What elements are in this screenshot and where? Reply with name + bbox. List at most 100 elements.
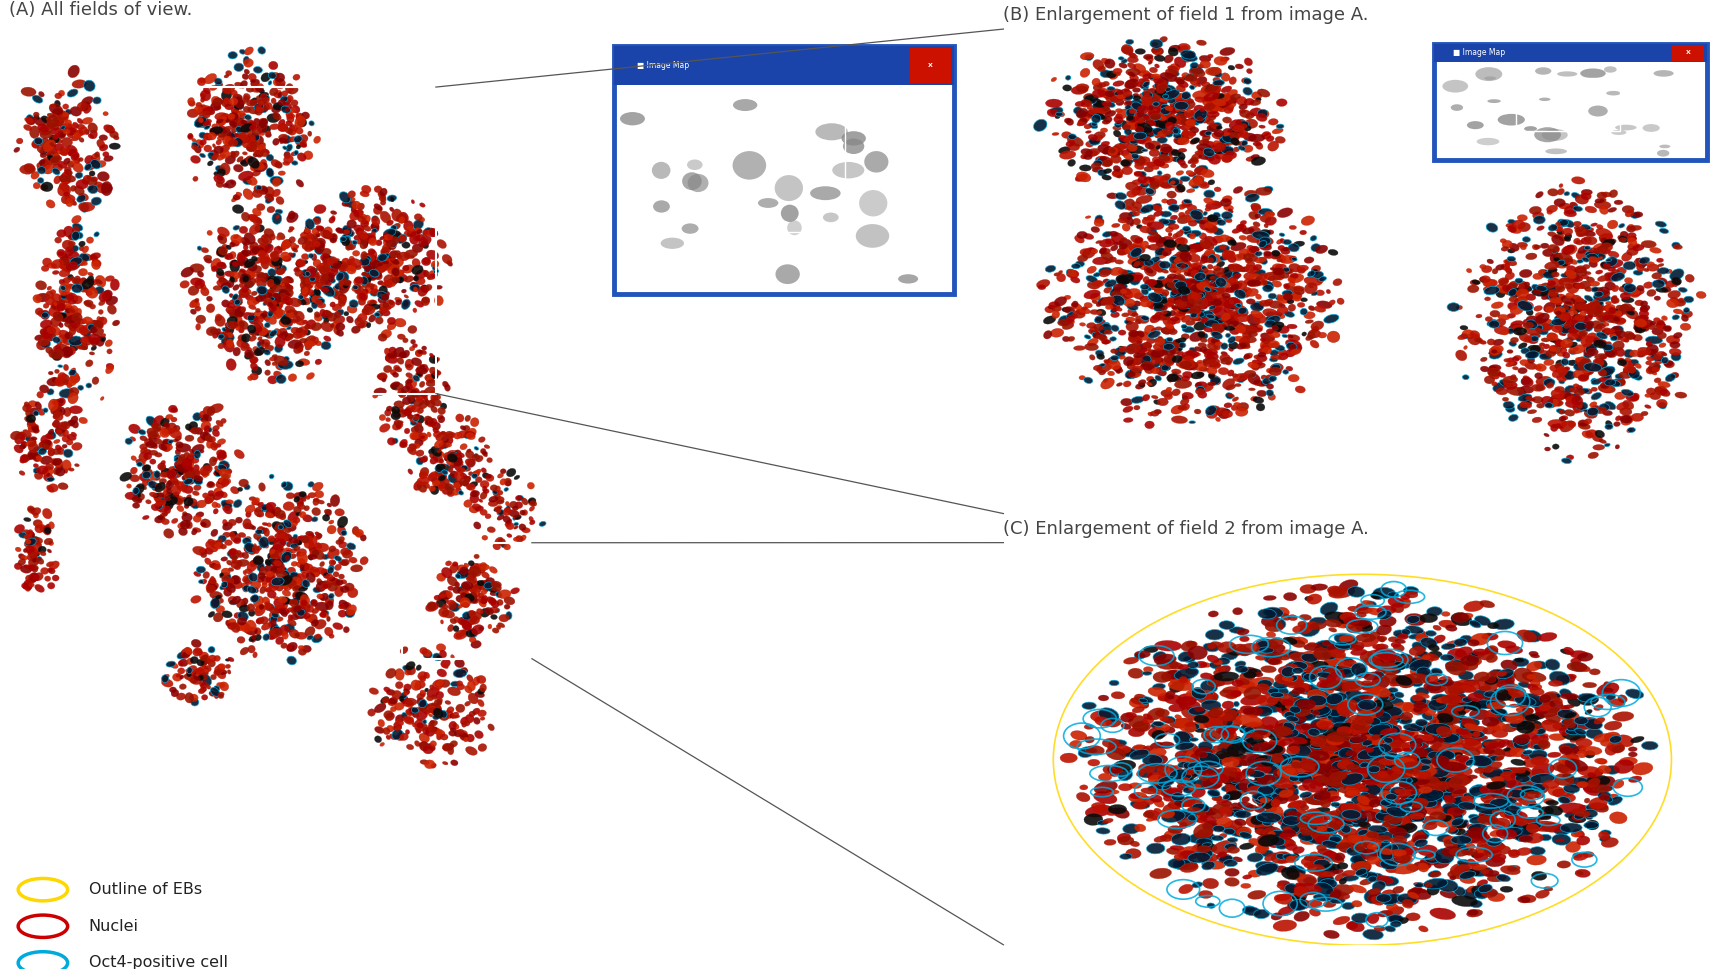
Ellipse shape: [1209, 674, 1223, 680]
Ellipse shape: [291, 572, 299, 579]
Ellipse shape: [1095, 316, 1104, 324]
Ellipse shape: [320, 611, 327, 617]
Ellipse shape: [389, 232, 398, 241]
Ellipse shape: [247, 107, 260, 114]
Ellipse shape: [1187, 298, 1194, 305]
Ellipse shape: [1528, 684, 1538, 690]
Ellipse shape: [1195, 150, 1204, 155]
Ellipse shape: [1109, 680, 1119, 686]
Ellipse shape: [1104, 323, 1109, 327]
Ellipse shape: [109, 143, 121, 149]
Ellipse shape: [182, 497, 187, 502]
Ellipse shape: [495, 609, 500, 613]
Ellipse shape: [244, 281, 254, 288]
Ellipse shape: [1427, 682, 1443, 689]
Ellipse shape: [1540, 694, 1552, 703]
Ellipse shape: [1618, 234, 1624, 240]
Ellipse shape: [213, 564, 221, 570]
Ellipse shape: [497, 510, 503, 516]
Ellipse shape: [1349, 664, 1360, 669]
Ellipse shape: [1593, 287, 1604, 292]
Ellipse shape: [86, 236, 93, 243]
Ellipse shape: [472, 625, 484, 635]
Ellipse shape: [1619, 286, 1628, 293]
Ellipse shape: [427, 687, 439, 698]
Ellipse shape: [272, 508, 280, 516]
Ellipse shape: [441, 596, 448, 603]
Ellipse shape: [1545, 805, 1562, 816]
Ellipse shape: [282, 632, 289, 640]
Ellipse shape: [467, 458, 476, 468]
Ellipse shape: [273, 356, 289, 365]
Ellipse shape: [479, 609, 490, 617]
Ellipse shape: [1237, 402, 1249, 411]
Ellipse shape: [1387, 915, 1403, 922]
Ellipse shape: [1150, 113, 1161, 120]
Ellipse shape: [1375, 811, 1393, 821]
Ellipse shape: [90, 161, 93, 165]
Ellipse shape: [42, 157, 52, 170]
Ellipse shape: [413, 481, 422, 490]
Ellipse shape: [1183, 279, 1194, 285]
Ellipse shape: [1227, 690, 1240, 698]
Ellipse shape: [1097, 309, 1105, 316]
Ellipse shape: [175, 462, 183, 470]
Ellipse shape: [86, 323, 93, 329]
Ellipse shape: [1419, 774, 1432, 781]
Ellipse shape: [1093, 101, 1107, 108]
Ellipse shape: [341, 530, 348, 536]
Ellipse shape: [1185, 119, 1195, 127]
Ellipse shape: [360, 241, 367, 249]
Ellipse shape: [59, 174, 67, 182]
Ellipse shape: [1623, 205, 1635, 213]
Ellipse shape: [292, 331, 303, 339]
Ellipse shape: [298, 236, 308, 245]
Ellipse shape: [446, 485, 453, 491]
Ellipse shape: [1413, 703, 1427, 709]
Ellipse shape: [1477, 880, 1488, 887]
Ellipse shape: [339, 283, 349, 294]
Ellipse shape: [1330, 666, 1351, 675]
Ellipse shape: [1182, 76, 1189, 80]
Ellipse shape: [287, 642, 298, 652]
Ellipse shape: [1182, 100, 1195, 109]
Ellipse shape: [393, 365, 400, 371]
Ellipse shape: [427, 228, 434, 234]
Ellipse shape: [1514, 668, 1535, 683]
Ellipse shape: [1220, 409, 1230, 415]
Ellipse shape: [235, 128, 240, 133]
Ellipse shape: [1263, 272, 1282, 280]
Ellipse shape: [1481, 885, 1491, 891]
Ellipse shape: [218, 478, 225, 484]
Ellipse shape: [1223, 860, 1237, 866]
Ellipse shape: [1277, 763, 1292, 770]
Ellipse shape: [1486, 781, 1505, 790]
Ellipse shape: [471, 580, 479, 589]
Ellipse shape: [1157, 693, 1173, 702]
Ellipse shape: [254, 185, 263, 193]
Ellipse shape: [247, 314, 256, 321]
Ellipse shape: [1446, 703, 1464, 711]
Ellipse shape: [1199, 130, 1211, 137]
Ellipse shape: [1611, 326, 1621, 333]
Ellipse shape: [465, 431, 476, 437]
Ellipse shape: [1268, 839, 1284, 848]
Ellipse shape: [1329, 745, 1341, 751]
Ellipse shape: [1457, 763, 1467, 768]
Ellipse shape: [356, 215, 367, 223]
Ellipse shape: [166, 430, 171, 434]
Ellipse shape: [1197, 693, 1218, 704]
Ellipse shape: [1317, 826, 1327, 831]
Ellipse shape: [1237, 253, 1247, 260]
Ellipse shape: [1555, 262, 1571, 268]
Ellipse shape: [1607, 794, 1619, 799]
Ellipse shape: [266, 103, 272, 109]
Ellipse shape: [1301, 672, 1317, 682]
Ellipse shape: [1189, 119, 1197, 123]
Ellipse shape: [1467, 285, 1479, 293]
Ellipse shape: [1299, 746, 1313, 755]
Ellipse shape: [235, 126, 242, 133]
Ellipse shape: [48, 484, 59, 492]
Ellipse shape: [55, 445, 62, 451]
Ellipse shape: [1626, 248, 1638, 256]
